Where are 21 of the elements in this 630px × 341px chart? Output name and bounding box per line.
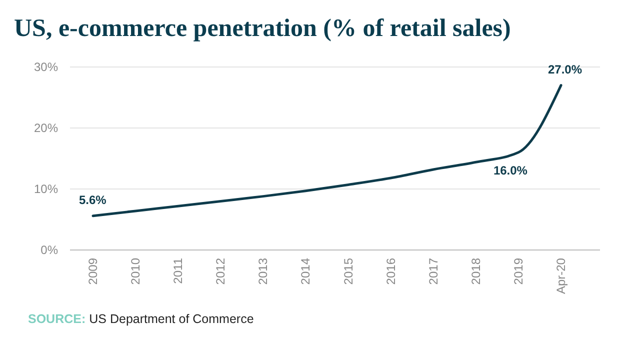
x-tick-label: 2019 bbox=[511, 258, 526, 285]
x-tick-label: 2015 bbox=[341, 258, 356, 285]
x-tick-label: 2009 bbox=[86, 258, 100, 285]
x-tick-label: Apr-20 bbox=[554, 258, 568, 294]
y-tick-label: 10% bbox=[34, 182, 58, 196]
source-note: SOURCE: US Department of Commerce bbox=[28, 312, 254, 326]
chart-title: US, e-commerce penetration (% of retail sales) bbox=[14, 15, 511, 42]
y-tick-label: 0% bbox=[40, 243, 58, 257]
x-tick-label: 2014 bbox=[298, 258, 313, 285]
y-tick-label: 20% bbox=[34, 121, 58, 135]
x-tick-label: 2013 bbox=[256, 258, 270, 285]
x-tick-label: 2011 bbox=[171, 258, 186, 284]
x-tick-label: 2012 bbox=[214, 258, 228, 285]
data-label: 16.0% bbox=[493, 163, 528, 178]
x-tick-label: 2016 bbox=[384, 258, 398, 285]
y-tick-label: 30% bbox=[34, 60, 58, 74]
x-tick-label: 2018 bbox=[468, 258, 483, 285]
data-label: 5.6% bbox=[79, 192, 107, 207]
x-tick-label: 2017 bbox=[426, 258, 440, 285]
data-label: 27.0% bbox=[548, 62, 582, 76]
x-tick-label: 2010 bbox=[128, 258, 143, 285]
